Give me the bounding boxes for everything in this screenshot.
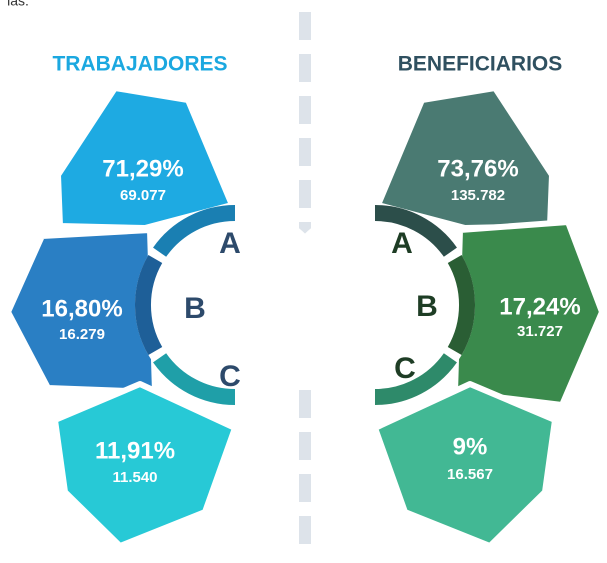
arc-band: [374, 353, 457, 406]
percent: 17,24%: [499, 293, 580, 320]
segment: [52, 381, 238, 549]
arc-band: [153, 204, 236, 257]
count: 31.727: [517, 323, 563, 340]
count: 16.567: [447, 466, 493, 483]
letter: C: [394, 352, 416, 385]
segment: [55, 85, 235, 231]
segment: [372, 381, 558, 549]
percent: 11,91%: [95, 437, 175, 464]
arc-band: [135, 255, 163, 355]
percent: 73,76%: [437, 155, 518, 182]
arc-band: [374, 204, 457, 257]
percent: 71,29%: [102, 155, 183, 182]
panel-title: TRABAJADORES: [52, 53, 227, 76]
arc-band: [447, 255, 475, 355]
count: 69.077: [120, 187, 166, 204]
count: 16.279: [59, 326, 105, 343]
hub: [135, 205, 335, 405]
arc-band: [153, 353, 236, 406]
hub: [275, 205, 475, 405]
count: 11.540: [112, 469, 157, 486]
top-note: ias.: [7, 0, 29, 9]
letter: B: [184, 292, 206, 325]
percent: 9%: [453, 433, 488, 460]
panel-title: BENEFICIARIOS: [398, 53, 563, 76]
letter: B: [416, 290, 438, 323]
letter: A: [391, 227, 413, 260]
percent: 16,80%: [41, 295, 122, 322]
letter: A: [219, 227, 241, 260]
count: 135.782: [451, 187, 505, 204]
letter: C: [219, 360, 241, 393]
